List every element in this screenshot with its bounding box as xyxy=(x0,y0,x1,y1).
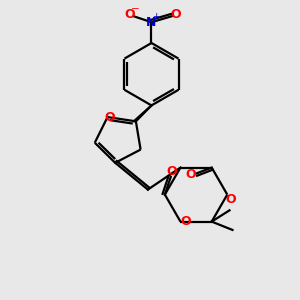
Text: O: O xyxy=(104,112,115,124)
Text: O: O xyxy=(170,8,181,21)
Text: O: O xyxy=(180,214,191,227)
Text: O: O xyxy=(186,168,196,181)
Text: −: − xyxy=(131,4,140,14)
Text: +: + xyxy=(152,12,159,21)
Text: N: N xyxy=(146,16,157,29)
Text: O: O xyxy=(167,165,177,178)
Text: O: O xyxy=(124,8,134,21)
Text: O: O xyxy=(225,193,236,206)
